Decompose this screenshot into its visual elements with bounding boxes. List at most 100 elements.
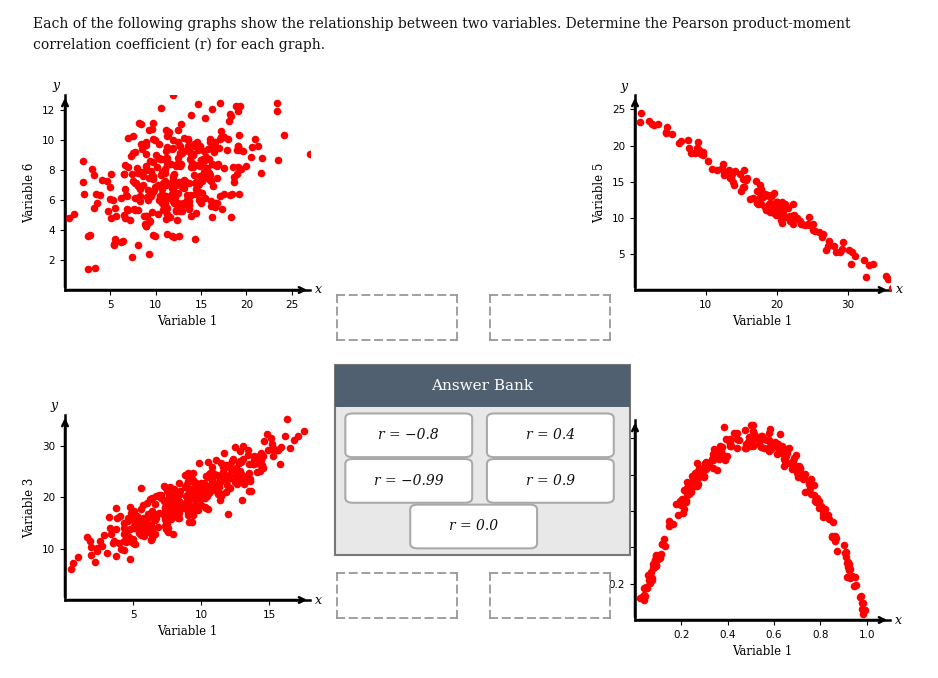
Point <box>160 494 175 504</box>
Point <box>62 212 77 223</box>
Point <box>202 153 217 164</box>
Point <box>190 180 205 191</box>
Point <box>192 171 207 182</box>
Point <box>144 535 159 546</box>
Point <box>136 499 151 510</box>
Point <box>182 177 197 188</box>
Point <box>690 479 705 490</box>
Point <box>97 530 112 541</box>
Point <box>184 161 199 172</box>
Point <box>170 513 185 523</box>
Point <box>233 144 248 155</box>
Point <box>103 168 118 179</box>
Point <box>221 470 236 481</box>
Point <box>749 198 764 209</box>
Point <box>80 532 95 543</box>
Point <box>132 523 147 534</box>
Point <box>689 469 704 480</box>
Point <box>139 220 154 231</box>
Point <box>144 172 159 183</box>
Point <box>149 149 164 160</box>
Point <box>145 170 160 181</box>
Point <box>212 494 227 505</box>
Point <box>203 175 218 186</box>
Point <box>678 494 693 505</box>
Point <box>157 496 172 506</box>
Point <box>829 545 844 556</box>
Point <box>196 167 211 178</box>
Point <box>250 141 265 152</box>
Point <box>165 494 180 505</box>
Point <box>166 232 181 243</box>
Point <box>658 540 673 551</box>
Point <box>212 142 227 153</box>
Point <box>759 434 774 445</box>
Point <box>752 192 767 203</box>
Point <box>775 441 790 452</box>
Point <box>802 478 817 489</box>
Point <box>240 473 255 483</box>
Point <box>778 198 793 209</box>
Point <box>657 534 672 544</box>
Point <box>754 434 769 445</box>
Point <box>198 471 213 481</box>
Point <box>765 199 780 210</box>
Point <box>771 443 786 454</box>
Point <box>204 475 219 485</box>
Point <box>712 451 727 462</box>
Point <box>785 456 800 467</box>
Point <box>128 523 143 534</box>
Point <box>744 420 759 431</box>
Point <box>879 271 894 281</box>
Point <box>714 445 729 456</box>
Point <box>158 164 173 175</box>
Point <box>197 113 212 123</box>
Point <box>186 467 201 478</box>
Point <box>235 454 250 464</box>
Point <box>212 477 227 487</box>
Point <box>154 195 169 206</box>
FancyBboxPatch shape <box>345 459 472 503</box>
Point <box>738 443 753 454</box>
Point <box>173 498 188 508</box>
Point <box>188 160 203 171</box>
Point <box>772 443 787 454</box>
Point <box>185 490 200 501</box>
Point <box>181 488 196 499</box>
Point <box>726 177 741 188</box>
Point <box>101 511 116 522</box>
Point <box>836 237 851 247</box>
Point <box>821 509 836 520</box>
Point <box>227 475 242 486</box>
Point <box>172 176 187 187</box>
Text: x: x <box>896 283 902 296</box>
Point <box>199 163 214 174</box>
Point <box>184 502 199 513</box>
Point <box>155 197 170 207</box>
Point <box>187 138 202 149</box>
Point <box>738 174 753 185</box>
Point <box>302 149 317 160</box>
Point <box>793 462 808 473</box>
Point <box>174 182 189 193</box>
Point <box>195 157 210 168</box>
Point <box>161 522 176 533</box>
FancyBboxPatch shape <box>487 414 613 457</box>
Point <box>224 188 239 199</box>
Point <box>189 183 204 194</box>
Point <box>189 189 204 200</box>
Point <box>746 425 761 436</box>
Point <box>763 198 778 209</box>
Point <box>160 526 175 537</box>
Point <box>200 169 215 180</box>
Point <box>162 499 177 510</box>
Point <box>172 202 187 213</box>
Point <box>128 178 143 188</box>
Point <box>722 164 737 175</box>
Point <box>842 564 857 575</box>
Point <box>834 243 849 254</box>
Point <box>781 458 796 468</box>
Text: r = −0.8: r = −0.8 <box>378 428 439 442</box>
Point <box>108 551 123 561</box>
Point <box>287 435 302 445</box>
